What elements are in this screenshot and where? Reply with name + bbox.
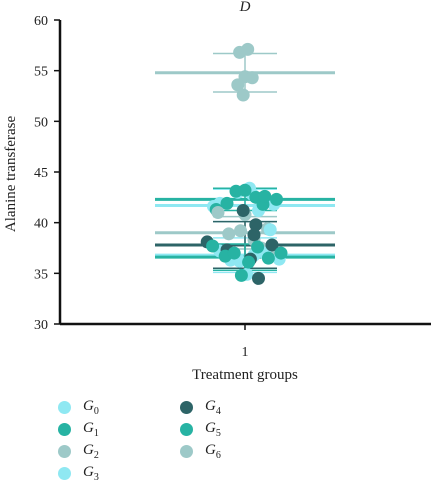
- data-point: [236, 204, 250, 218]
- data-point: [236, 88, 250, 102]
- x-axis-title: Treatment groups: [192, 367, 298, 383]
- series-G5-points: [206, 239, 288, 282]
- data-point: [234, 268, 248, 282]
- data-point: [234, 224, 247, 238]
- y-axis-ticks: 30 35 40 45 50 55 60: [34, 14, 60, 333]
- y-tick-label: 55: [34, 65, 48, 80]
- data-point: [263, 223, 277, 237]
- x-tick-label: 1: [242, 345, 249, 360]
- data-point: [270, 192, 283, 206]
- data-point: [238, 183, 252, 197]
- series-G6-points: [231, 42, 259, 102]
- data-point: [222, 227, 236, 241]
- y-axis-title: Alanine transferase: [3, 116, 19, 233]
- y-tick-label: 35: [34, 267, 48, 282]
- data-point: [261, 251, 275, 265]
- data-point: [245, 71, 259, 85]
- data-point: [241, 42, 255, 56]
- data-point: [265, 238, 279, 252]
- data-point: [247, 228, 261, 242]
- data-point: [258, 189, 272, 203]
- x-axis-ticks: 1: [242, 324, 249, 360]
- data-point: [249, 218, 263, 232]
- y-tick-label: 50: [34, 115, 48, 130]
- data-point: [242, 255, 256, 269]
- data-point: [251, 240, 265, 254]
- panel-title: D: [239, 0, 251, 15]
- y-tick-label: 40: [34, 217, 48, 232]
- y-tick-label: 30: [34, 318, 48, 333]
- data-point: [211, 206, 225, 220]
- y-tick-label: 60: [34, 14, 48, 29]
- data-point: [206, 239, 220, 253]
- y-tick-label: 45: [34, 166, 48, 181]
- data-point: [252, 271, 265, 285]
- plot-area: [155, 42, 335, 285]
- data-point: [231, 78, 245, 92]
- data-point: [274, 246, 288, 260]
- data-point: [220, 196, 234, 210]
- data-point: [227, 246, 241, 260]
